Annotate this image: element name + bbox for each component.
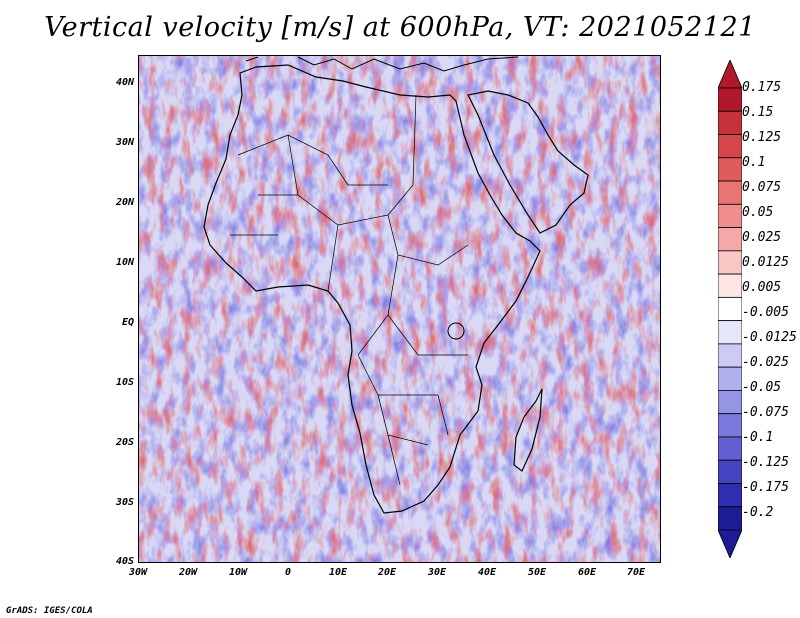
colorbar-swatch [718, 157, 742, 182]
colorbar-swatch [718, 390, 742, 415]
lat-label-40n: 40N [115, 77, 134, 88]
colorbar-swatch [718, 87, 742, 112]
colorbar-label: 0.025 [742, 230, 782, 245]
map-plot-area [138, 55, 661, 563]
lon-label-50e: 50E [527, 567, 547, 578]
colorbar-label: -0.05 [742, 380, 782, 395]
coastline-europe [245, 56, 519, 72]
colorbar-swatch [718, 296, 742, 322]
colorbar-top-arrow [718, 60, 742, 89]
lat-label-eq: EQ [121, 317, 134, 328]
lon-label-10w: 10W [228, 567, 248, 578]
colorbar-swatch [718, 366, 742, 391]
colorbar-label: -0.175 [742, 480, 789, 495]
colorbar-swatch [718, 180, 742, 205]
coastline-arabia [467, 90, 589, 234]
coastline-africa [203, 64, 541, 514]
colorbar-swatch [718, 320, 742, 345]
chart-title: Vertical velocity [m/s] at 600hPa, VT: 2… [44, 12, 756, 43]
credit-text: GrADS: IGES/COLA [6, 606, 93, 616]
colorbar-label: 0.125 [742, 130, 782, 145]
colorbar-swatch [718, 203, 742, 228]
colorbar-label: -0.0125 [742, 330, 797, 345]
colorbar-label: -0.2 [742, 505, 774, 520]
colorbar-label: 0.15 [742, 105, 774, 120]
colorbar-label: 0.175 [742, 80, 782, 95]
colorbar-label: -0.025 [742, 355, 789, 370]
colorbar-label: 0.0125 [742, 255, 789, 270]
colorbar-swatch [718, 483, 742, 508]
lat-label-40s: 40S [115, 556, 134, 567]
lon-label-10e: 10E [328, 567, 348, 578]
colorbar [718, 60, 742, 558]
lat-label-30n: 30N [115, 137, 134, 148]
lat-label-10s: 10S [115, 377, 134, 388]
lon-label-30e: 30E [427, 567, 447, 578]
colorbar-swatch [718, 413, 742, 438]
colorbar-swatch [718, 506, 742, 531]
coastline-madagascar [513, 388, 543, 472]
colorbar-swatch [718, 227, 742, 252]
colorbar-swatch [718, 250, 742, 275]
colorbar-label: 0.005 [742, 280, 782, 295]
lon-label-30w: 30W [128, 567, 148, 578]
colorbar-swatch [718, 343, 742, 368]
lat-label-30s: 30S [115, 497, 134, 508]
colorbar-label: -0.125 [742, 455, 789, 470]
lon-label-40e: 40E [477, 567, 497, 578]
colorbar-swatch [718, 273, 742, 298]
colorbar-swatch [718, 459, 742, 484]
lat-label-20n: 20N [115, 197, 134, 208]
colorbar-label: 0.05 [742, 205, 774, 220]
colorbar-label: -0.1 [742, 430, 774, 445]
lon-label-0: 0 [284, 567, 292, 578]
vertical-velocity-field [138, 55, 661, 563]
lake-victoria [447, 322, 465, 340]
colorbar-label: -0.075 [742, 405, 789, 420]
lat-label-10n: 10N [115, 257, 134, 268]
colorbar-swatch [718, 134, 742, 159]
colorbar-label: 0.075 [742, 180, 782, 195]
lon-label-20w: 20W [178, 567, 198, 578]
country-borders [230, 94, 469, 486]
lat-label-20s: 20S [115, 437, 134, 448]
lon-label-20e: 20E [377, 567, 397, 578]
colorbar-label: 0.1 [742, 155, 766, 170]
lon-label-60e: 60E [577, 567, 597, 578]
colorbar-bottom-arrow [718, 529, 742, 558]
colorbar-label: -0.005 [742, 305, 789, 320]
colorbar-swatch [718, 110, 742, 135]
lon-label-70e: 70E [626, 567, 646, 578]
colorbar-swatch [718, 436, 742, 461]
